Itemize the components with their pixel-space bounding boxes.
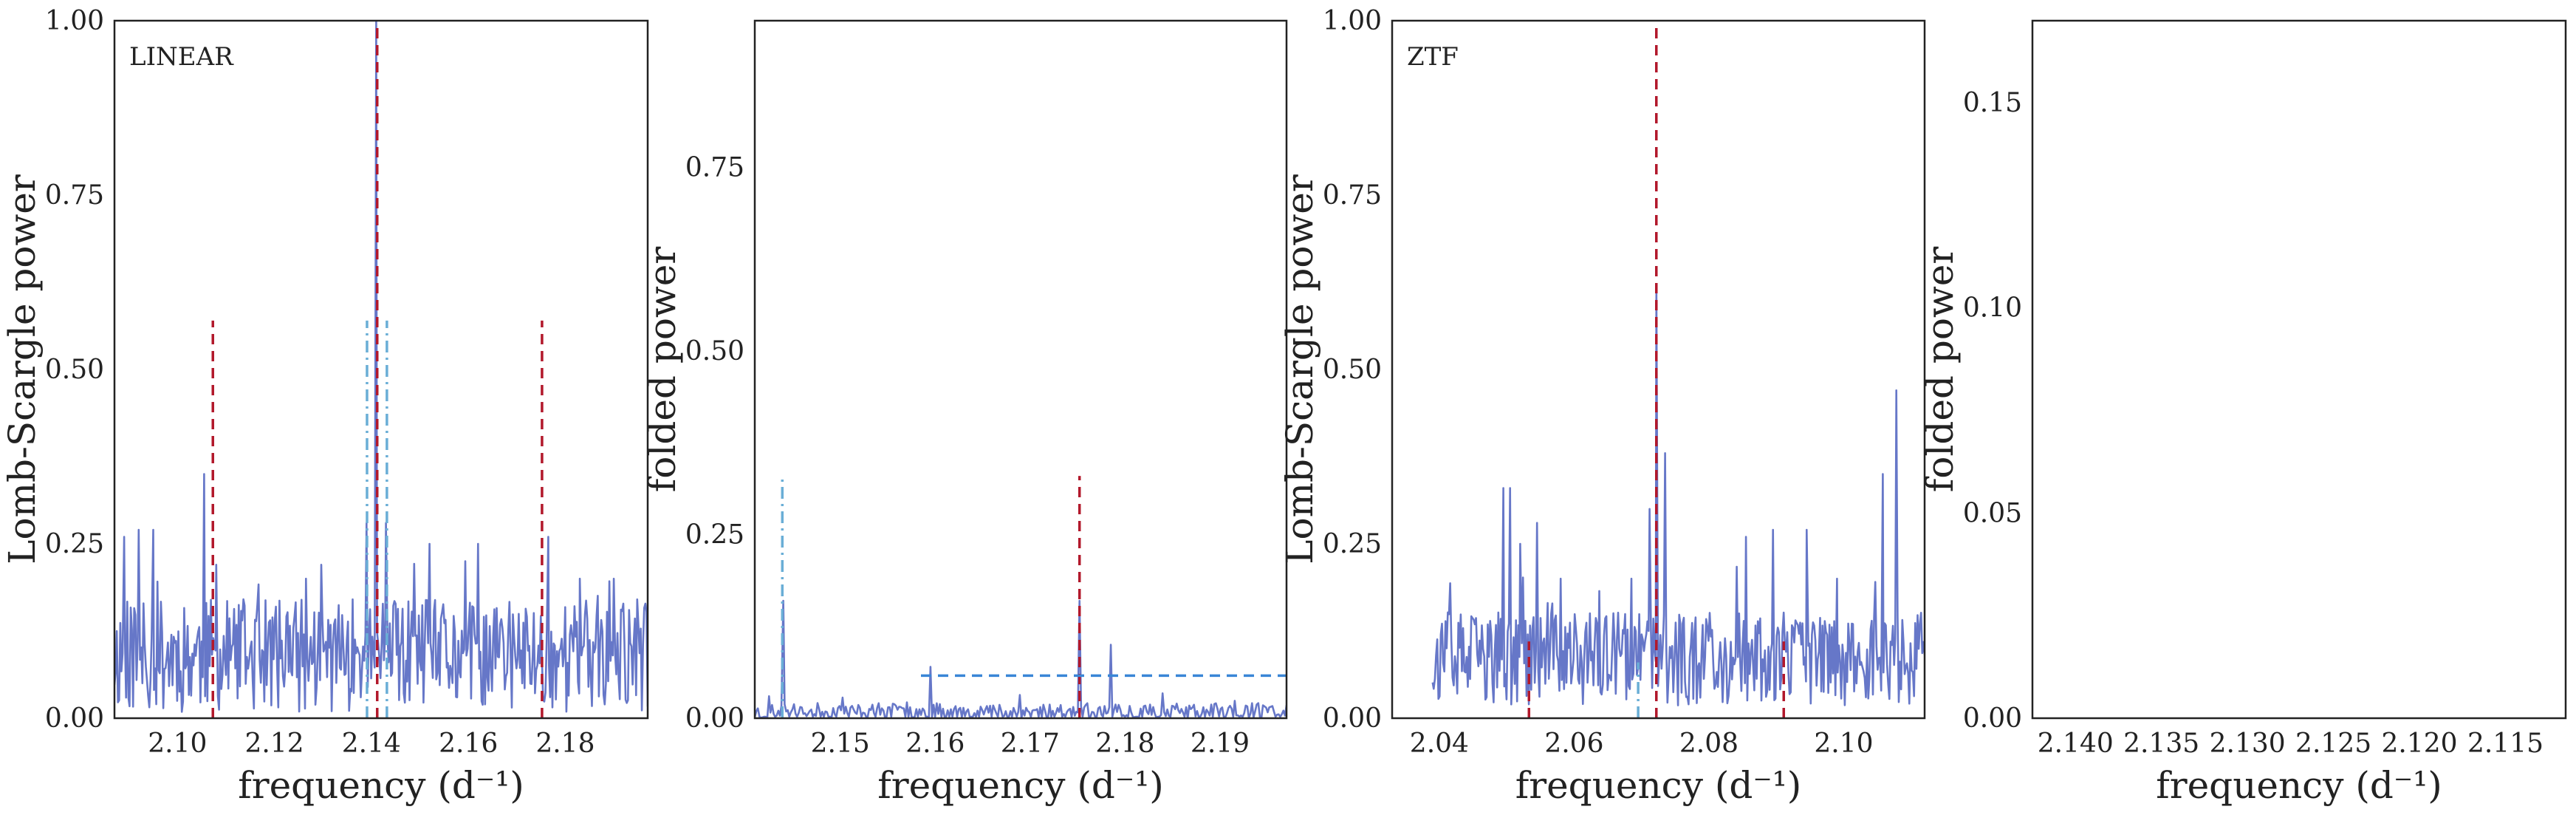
- panel-label: LINEAR: [129, 42, 234, 72]
- x-tick-label: 2.10: [1814, 729, 1873, 759]
- panel-3: 2.04 2.06 2.08 2.10 0.00 0.25 0.50 0.75 1.00 freq…: [1278, 6, 1926, 807]
- series-line-1: [114, 21, 648, 713]
- x-axis-label: frequency (d⁻¹): [2156, 764, 2442, 807]
- y-tick-label: 0.05: [1963, 498, 2022, 528]
- x-tick-label: 2.19: [1191, 729, 1250, 759]
- x-tick-label: 2.130: [2210, 729, 2286, 759]
- y-tick-label: 0.50: [1323, 355, 1382, 385]
- x-axis-label: frequency (d⁻¹): [877, 764, 1164, 807]
- panel-1: 2.10 2.12 2.14 2.16 2.18 0.00 0.25 0.50 0.75 1.00…: [1, 6, 649, 807]
- y-tick-label: 0.50: [45, 355, 104, 385]
- x-tick-label: 2.18: [1095, 729, 1154, 759]
- y-tick-label: 0.00: [1963, 703, 2022, 734]
- y-axis-label: folded power: [641, 247, 684, 493]
- y-tick-label: 0.25: [45, 529, 104, 559]
- panel-2: 2.15 2.16 2.17 2.18 2.19 0.00 0.25 0.50 0.75 freq…: [641, 19, 1288, 807]
- y-tick-label: 0.75: [45, 180, 104, 211]
- x-tick-label: 2.10: [148, 729, 207, 759]
- y-tick-label: 0.00: [685, 703, 744, 734]
- panel-label: ZTF: [1407, 42, 1459, 72]
- x-tick-label: 2.04: [1410, 729, 1469, 759]
- axes-frame: [113, 19, 649, 720]
- x-tick-label: 2.115: [2467, 729, 2544, 759]
- x-tick-label: 2.15: [811, 729, 870, 759]
- y-axis-label: Lomb-Scargle power: [1, 174, 44, 565]
- series-line-1: [1431, 284, 1925, 706]
- y-tick-label: 0.25: [685, 520, 744, 550]
- x-axis-label: frequency (d⁻¹): [1515, 764, 1802, 807]
- y-tick-label: 0.00: [1323, 703, 1382, 734]
- x-tick-label: 2.16: [439, 729, 498, 759]
- plot-area: [114, 21, 648, 718]
- y-axis-label: folded power: [1919, 247, 1962, 493]
- y-tick-label: 0.15: [1963, 88, 2022, 118]
- y-axis-label: Lomb-Scargle power: [1278, 174, 1321, 565]
- panel-4: 2.140 2.135 2.130 2.125 2.120 2.115 0.00 0.05 0.…: [1919, 19, 2567, 807]
- series-line-1: [755, 599, 1287, 718]
- x-tick-label: 2.17: [1001, 729, 1060, 759]
- x-tick-label: 2.12: [245, 729, 304, 759]
- x-axis-label: frequency (d⁻¹): [238, 764, 524, 807]
- x-tick-label: 2.16: [905, 729, 965, 759]
- y-tick-label: 0.75: [685, 153, 744, 183]
- axes-frame: [2031, 19, 2567, 720]
- axes-frame: [753, 19, 1288, 720]
- x-tick-label: 2.140: [2038, 729, 2114, 759]
- x-tick-label: 2.125: [2295, 729, 2371, 759]
- axes-frame: [1391, 19, 1926, 720]
- x-tick-label: 2.18: [535, 729, 595, 759]
- plot-area: [755, 476, 1287, 718]
- y-tick-label: 0.25: [1323, 529, 1382, 559]
- y-tick-label: 0.00: [45, 703, 104, 734]
- x-tick-label: 2.135: [2123, 729, 2199, 759]
- plot-area: [1431, 21, 1925, 718]
- x-tick-label: 2.06: [1544, 729, 1603, 759]
- y-tick-label: 0.10: [1963, 293, 2022, 324]
- x-tick-label: 2.120: [2382, 729, 2458, 759]
- x-tick-label: 2.08: [1679, 729, 1739, 759]
- x-tick-label: 2.14: [342, 729, 401, 759]
- y-tick-label: 1.00: [45, 6, 104, 36]
- y-tick-label: 1.00: [1323, 6, 1382, 36]
- y-tick-label: 0.75: [1323, 180, 1382, 211]
- y-tick-label: 0.50: [685, 336, 744, 366]
